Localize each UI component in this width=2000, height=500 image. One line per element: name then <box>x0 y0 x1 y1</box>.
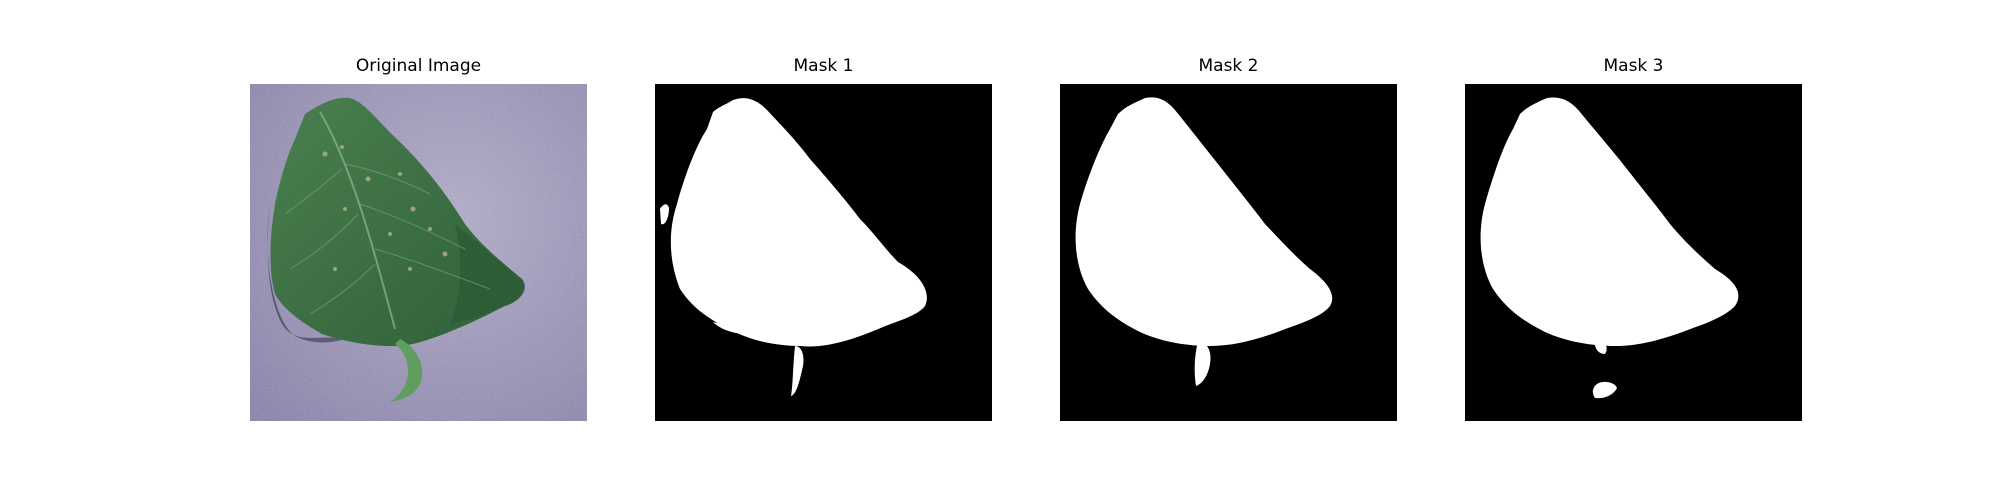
mask-fragment <box>660 204 669 225</box>
mask-2-image <box>1060 84 1397 421</box>
mask-fragment <box>1592 381 1617 399</box>
mask-fragment <box>1194 342 1211 386</box>
mask-foreground <box>670 98 927 347</box>
mask-3-image <box>1465 84 1802 421</box>
mask-foreground <box>1075 97 1333 346</box>
leaf-photo <box>250 84 587 421</box>
mask-fragment <box>791 346 804 396</box>
panel-title: Mask 2 <box>1198 56 1259 76</box>
leaf-lobe <box>450 224 524 324</box>
panel-title: Original Image <box>355 56 482 76</box>
mask-fragment <box>713 322 747 334</box>
mask-1-image <box>655 84 992 421</box>
leaf-spots <box>322 145 448 271</box>
leaf-midrib <box>319 111 396 330</box>
panel-title: Mask 3 <box>1603 56 1664 76</box>
leaf-stem <box>390 339 423 402</box>
mask-fragment <box>1594 336 1607 354</box>
leaf-veins <box>284 163 491 315</box>
panel-title: Mask 1 <box>793 56 854 76</box>
mask-foreground <box>1480 97 1739 346</box>
